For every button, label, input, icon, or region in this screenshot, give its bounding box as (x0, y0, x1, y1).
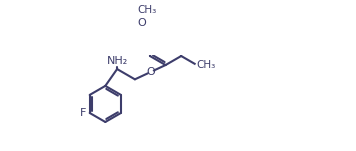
Text: CH₃: CH₃ (196, 60, 215, 70)
Text: O: O (146, 67, 155, 77)
Text: O: O (137, 18, 146, 28)
Text: F: F (80, 108, 87, 118)
Text: CH₃: CH₃ (137, 5, 157, 15)
Text: NH₂: NH₂ (107, 56, 128, 66)
